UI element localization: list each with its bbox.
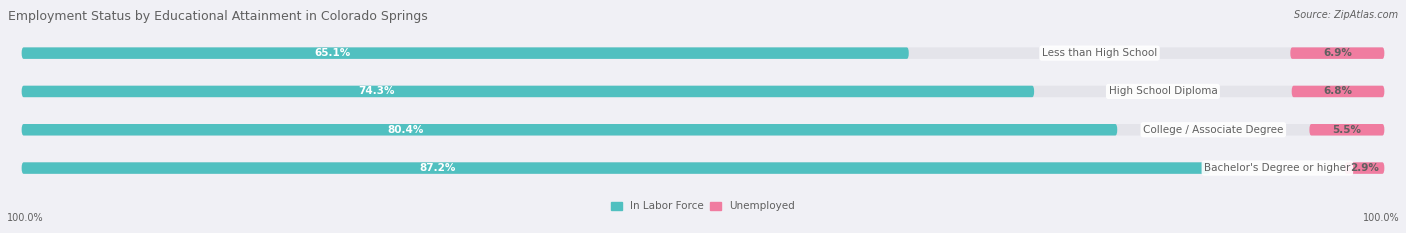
Text: 74.3%: 74.3% [357, 86, 394, 96]
FancyBboxPatch shape [21, 47, 1385, 59]
FancyBboxPatch shape [1291, 47, 1385, 59]
Text: High School Diploma: High School Diploma [1108, 86, 1218, 96]
Text: 6.8%: 6.8% [1323, 86, 1353, 96]
Legend: In Labor Force, Unemployed: In Labor Force, Unemployed [607, 197, 799, 215]
Text: Employment Status by Educational Attainment in Colorado Springs: Employment Status by Educational Attainm… [8, 10, 427, 23]
Text: 100.0%: 100.0% [1362, 213, 1399, 223]
FancyBboxPatch shape [21, 162, 1385, 174]
Text: 2.9%: 2.9% [1350, 163, 1379, 173]
Text: Source: ZipAtlas.com: Source: ZipAtlas.com [1294, 10, 1398, 20]
FancyBboxPatch shape [1344, 162, 1385, 174]
Text: 87.2%: 87.2% [419, 163, 456, 173]
FancyBboxPatch shape [21, 47, 908, 59]
Text: Less than High School: Less than High School [1042, 48, 1157, 58]
FancyBboxPatch shape [21, 86, 1035, 97]
Text: 6.9%: 6.9% [1323, 48, 1351, 58]
FancyBboxPatch shape [21, 86, 1385, 97]
FancyBboxPatch shape [1309, 124, 1385, 136]
Text: 5.5%: 5.5% [1333, 125, 1361, 135]
FancyBboxPatch shape [21, 124, 1118, 136]
Text: Bachelor's Degree or higher: Bachelor's Degree or higher [1204, 163, 1351, 173]
Text: College / Associate Degree: College / Associate Degree [1143, 125, 1284, 135]
FancyBboxPatch shape [1292, 86, 1385, 97]
Text: 80.4%: 80.4% [387, 125, 423, 135]
Text: 65.1%: 65.1% [314, 48, 350, 58]
FancyBboxPatch shape [21, 124, 1385, 136]
FancyBboxPatch shape [21, 162, 1211, 174]
Text: 100.0%: 100.0% [7, 213, 44, 223]
